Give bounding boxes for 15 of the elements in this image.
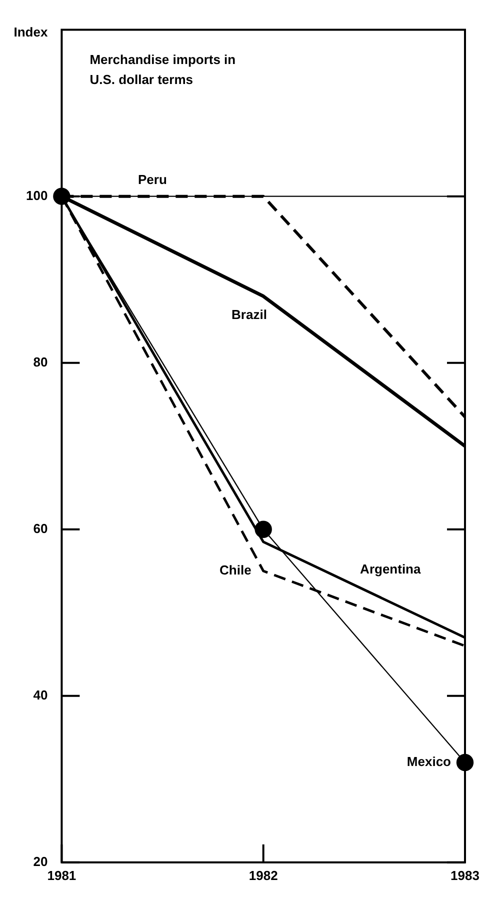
series-label: Argentina (360, 562, 422, 577)
series-label: Brazil (232, 306, 267, 322)
y-tick-label: 80 (33, 354, 48, 370)
series-label: Peru (138, 172, 167, 187)
series-label: Chile (220, 562, 252, 578)
y-tick-label: 100 (26, 188, 48, 203)
y-axis-title: Index (14, 24, 48, 40)
y-tick-label: 40 (33, 687, 48, 702)
text: Merchandise imports in U.S. dollar terms (90, 52, 236, 87)
y-tick-label: 60 (33, 520, 48, 536)
x-tick-label: 1982 (248, 868, 278, 883)
series-label: Mexico (406, 754, 452, 770)
y-tick-label: 20 (33, 854, 48, 869)
x-tick-label: 1983 (450, 868, 480, 883)
x-tick-label: 1981 (47, 868, 76, 883)
